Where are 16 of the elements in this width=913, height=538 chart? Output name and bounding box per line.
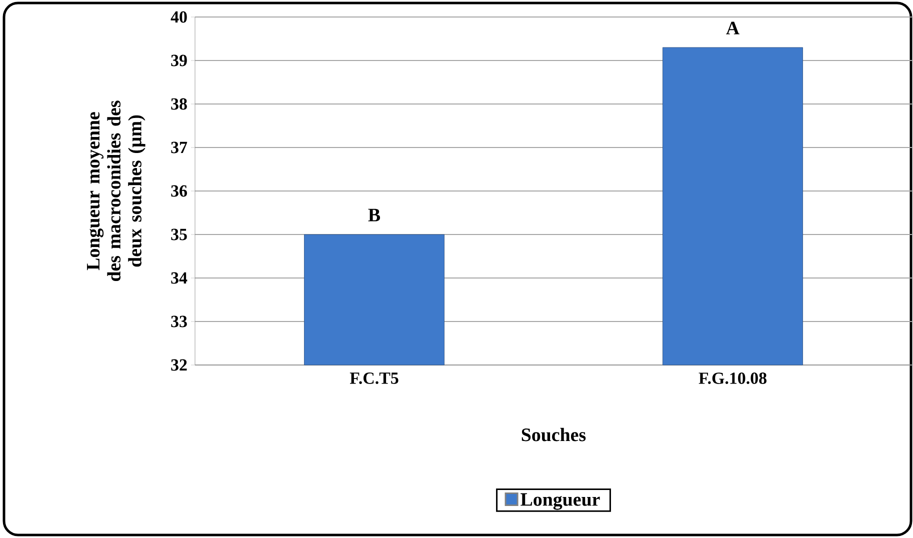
y-tick-label: 34 — [171, 272, 188, 284]
y-tick-label: 38 — [171, 98, 187, 110]
x-tick-label: F.G.10.08 — [698, 372, 766, 384]
x-axis-title: Souches — [522, 428, 586, 442]
annotation: A — [726, 22, 740, 34]
x-tick-label: F.C.T5 — [350, 372, 398, 384]
y-tick-label: 33 — [171, 316, 187, 328]
y-tick-label: 37 — [171, 142, 188, 154]
y-tick-label: 36 — [171, 185, 187, 197]
y-tick-label: 32 — [171, 359, 187, 371]
legend-label: Longueur — [520, 493, 600, 510]
annotation: B — [368, 208, 380, 222]
y-tick-label: 40 — [170, 11, 187, 23]
y-tick-label: 35 — [171, 228, 187, 240]
y-axis-title: Longueur moyenne des macroconidies des deux souches (µm) — [87, 100, 146, 282]
y-tick-label: 39 — [171, 54, 187, 66]
